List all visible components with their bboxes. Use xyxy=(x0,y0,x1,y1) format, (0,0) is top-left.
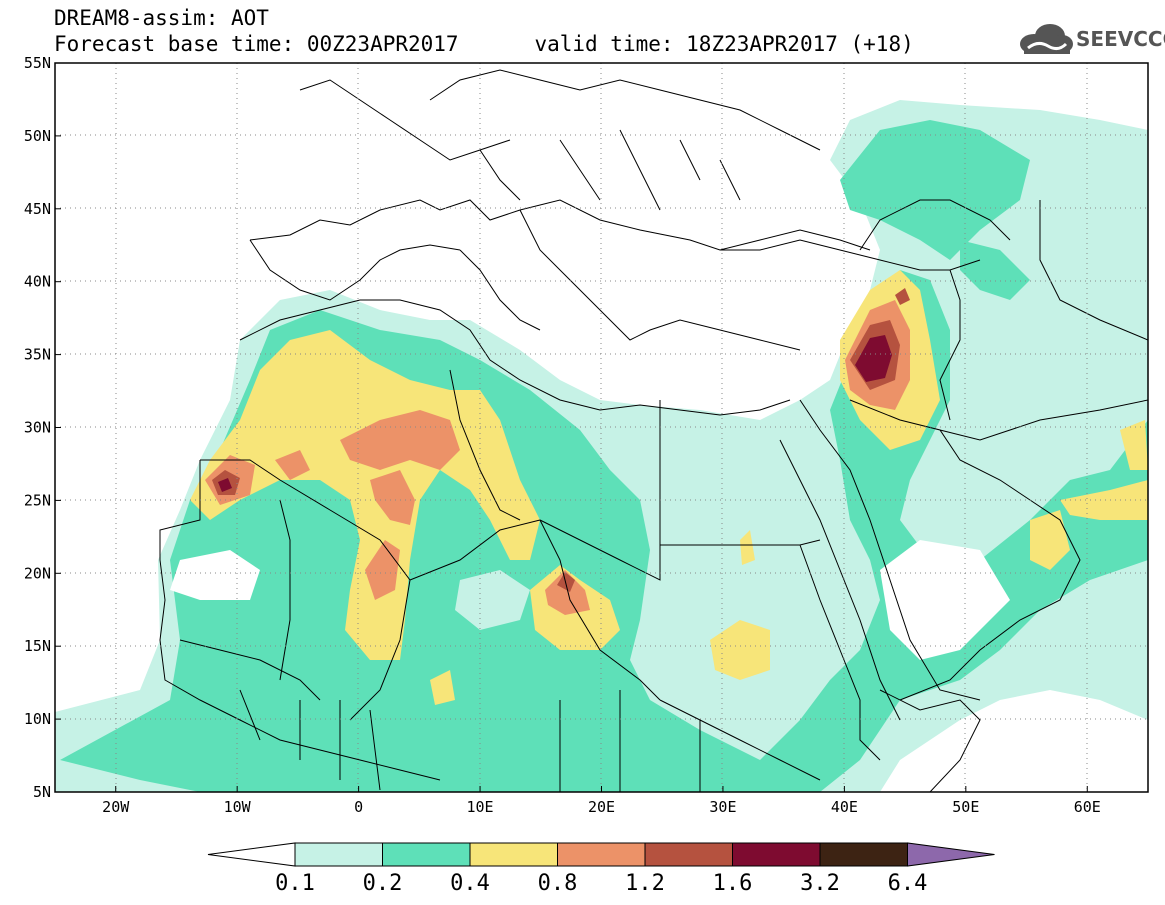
colorbar-label: 0.2 xyxy=(363,871,403,896)
colorbar-label: 0.8 xyxy=(538,871,578,896)
lat-tick-label: 10N xyxy=(24,710,51,728)
colorbar-label: 1.2 xyxy=(625,871,665,896)
aot-level-0.4 xyxy=(190,330,540,660)
lon-tick-label: 0 xyxy=(354,798,363,816)
lat-tick-label: 55N xyxy=(24,54,51,72)
longitude-labels: 20W 10W 0 10E 20E 30E 40E 50E 60E xyxy=(102,786,1101,816)
logo-text: SEEVCCC xyxy=(1076,27,1165,51)
colorbar-swatch xyxy=(732,842,821,867)
colorbar-swatch xyxy=(294,842,383,867)
colorbar-label: 6.4 xyxy=(888,871,928,896)
country-borders xyxy=(159,69,1148,792)
colorbar-swatch xyxy=(819,842,908,867)
colorbar-label: 3.2 xyxy=(800,871,840,896)
lat-tick-label: 25N xyxy=(24,491,51,509)
colorbar-over-triangle xyxy=(907,842,995,867)
lon-tick-label: 30E xyxy=(709,798,736,816)
lat-tick-label: 40N xyxy=(24,273,51,291)
colorbar-swatch xyxy=(469,842,558,867)
lat-tick-label: 50N xyxy=(24,127,51,145)
lon-tick-label: 20E xyxy=(588,798,615,816)
aot-field xyxy=(55,63,1148,792)
colorbar-under-triangle xyxy=(207,842,296,867)
colorbar-label: 0.4 xyxy=(450,871,490,896)
lat-tick-label: 5N xyxy=(33,783,51,801)
colorbar: 0.1 0.2 0.4 0.8 1.2 1.6 3.2 6.4 xyxy=(207,842,995,896)
lon-tick-label: 60E xyxy=(1074,798,1101,816)
lat-tick-label: 45N xyxy=(24,200,51,218)
lat-tick-label: 20N xyxy=(24,564,51,582)
lon-tick-label: 10W xyxy=(224,798,252,816)
valid-time: valid time: 18Z23APR2017 (+18) xyxy=(534,32,914,56)
base-time: Forecast base time: 00Z23APR2017 xyxy=(54,32,459,56)
aot-level-1.6 xyxy=(855,335,892,382)
lon-tick-label: 50E xyxy=(952,798,979,816)
lon-tick-label: 20W xyxy=(102,798,130,816)
colorbar-label: 0.1 xyxy=(275,871,315,896)
colorbar-swatch xyxy=(557,842,646,867)
colorbar-swatch xyxy=(644,842,733,867)
lat-tick-label: 30N xyxy=(24,419,51,437)
lon-tick-label: 40E xyxy=(831,798,858,816)
cloud-icon xyxy=(1020,24,1073,54)
lat-tick-label: 15N xyxy=(24,637,51,655)
lon-tick-label: 10E xyxy=(467,798,494,816)
lat-tick-label: 35N xyxy=(24,346,51,364)
latitude-labels: 5N 10N 15N 20N 25N 30N 35N 40N 45N 50N 55N xyxy=(24,54,61,801)
colorbar-label: 1.6 xyxy=(713,871,753,896)
grid-lines xyxy=(55,63,1148,792)
plot-title: DREAM8-assim: AOT xyxy=(54,6,269,30)
seevccc-logo: SEEVCCC xyxy=(1018,22,1165,58)
aot-level-0.8 xyxy=(340,410,460,470)
plot-subtitle: Forecast base time: 00Z23APR2017 valid t… xyxy=(54,32,914,56)
colorbar-swatch xyxy=(382,842,471,867)
